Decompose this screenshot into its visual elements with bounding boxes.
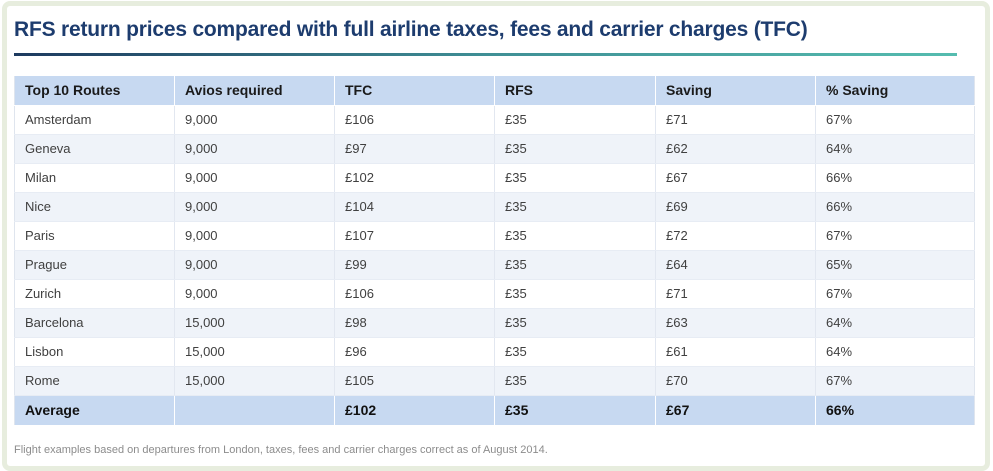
header-row: Top 10 Routes Avios required TFC RFS Sav… xyxy=(14,76,975,106)
table-row-average: Average £102 £35 £67 66% xyxy=(14,395,975,425)
cell-average-pct-saving: 66% xyxy=(815,395,975,425)
cell-avios: 9,000 xyxy=(174,221,335,251)
cell-avios: 9,000 xyxy=(174,279,335,309)
cell-route: Paris xyxy=(14,221,175,251)
table-row-nice: Nice 9,000 £104 £35 £69 66% xyxy=(14,192,975,222)
cell-saving: £62 xyxy=(655,134,816,164)
cell-rfs: £35 xyxy=(494,366,656,396)
cell-tfc: £107 xyxy=(334,221,495,251)
table-body: Amsterdam 9,000 £106 £35 £71 67% Geneva … xyxy=(14,105,975,425)
price-comparison-table: Top 10 Routes Avios required TFC RFS Sav… xyxy=(14,76,975,425)
cell-tfc: £105 xyxy=(334,366,495,396)
cell-pct-saving: 67% xyxy=(815,279,975,309)
cell-tfc: £96 xyxy=(334,337,495,367)
cell-tfc: £98 xyxy=(334,308,495,338)
cell-saving: £70 xyxy=(655,366,816,396)
cell-saving: £61 xyxy=(655,337,816,367)
panel-content: RFS return prices compared with full air… xyxy=(7,19,985,425)
cell-avios: 9,000 xyxy=(174,250,335,280)
cell-saving: £64 xyxy=(655,250,816,280)
footnote: Flight examples based on departures from… xyxy=(14,444,548,456)
cell-pct-saving: 64% xyxy=(815,337,975,367)
cell-pct-saving: 64% xyxy=(815,308,975,338)
cell-tfc: £97 xyxy=(334,134,495,164)
table-row-paris: Paris 9,000 £107 £35 £72 67% xyxy=(14,221,975,251)
cell-saving: £71 xyxy=(655,279,816,309)
cell-avios: 9,000 xyxy=(174,163,335,193)
table-row-lisbon: Lisbon 15,000 £96 £35 £61 64% xyxy=(14,337,975,367)
column-header-avios: Avios required xyxy=(174,76,335,106)
cell-tfc: £99 xyxy=(334,250,495,280)
cell-saving: £63 xyxy=(655,308,816,338)
cell-route: Milan xyxy=(14,163,175,193)
table-row-barcelona: Barcelona 15,000 £98 £35 £63 64% xyxy=(14,308,975,338)
cell-average-avios xyxy=(174,395,335,425)
cell-rfs: £35 xyxy=(494,308,656,338)
cell-avios: 15,000 xyxy=(174,308,335,338)
cell-route: Lisbon xyxy=(14,337,175,367)
cell-pct-saving: 67% xyxy=(815,366,975,396)
table-row-rome: Rome 15,000 £105 £35 £70 67% xyxy=(14,366,975,396)
cell-rfs: £35 xyxy=(494,105,656,135)
cell-route: Geneva xyxy=(14,134,175,164)
cell-avios: 9,000 xyxy=(174,134,335,164)
cell-saving: £71 xyxy=(655,105,816,135)
cell-avios: 9,000 xyxy=(174,105,335,135)
title-underline xyxy=(14,53,957,56)
table-row-milan: Milan 9,000 £102 £35 £67 66% xyxy=(14,163,975,193)
column-header-rfs: RFS xyxy=(494,76,656,106)
cell-pct-saving: 67% xyxy=(815,221,975,251)
cell-pct-saving: 66% xyxy=(815,163,975,193)
column-header-tfc: TFC xyxy=(334,76,495,106)
table-row-zurich: Zurich 9,000 £106 £35 £71 67% xyxy=(14,279,975,309)
cell-avios: 9,000 xyxy=(174,192,335,222)
cell-average-rfs: £35 xyxy=(494,395,656,425)
cell-tfc: £106 xyxy=(334,105,495,135)
column-header-saving: Saving xyxy=(655,76,816,106)
cell-tfc: £106 xyxy=(334,279,495,309)
cell-pct-saving: 64% xyxy=(815,134,975,164)
table-row-geneva: Geneva 9,000 £97 £35 £62 64% xyxy=(14,134,975,164)
table-row-amsterdam: Amsterdam 9,000 £106 £35 £71 67% xyxy=(14,105,975,135)
page-title: RFS return prices compared with full air… xyxy=(14,18,808,41)
cell-avios: 15,000 xyxy=(174,337,335,367)
cell-tfc: £104 xyxy=(334,192,495,222)
cell-average-saving: £67 xyxy=(655,395,816,425)
cell-route: Rome xyxy=(14,366,175,396)
cell-route: Prague xyxy=(14,250,175,280)
cell-saving: £67 xyxy=(655,163,816,193)
cell-saving: £72 xyxy=(655,221,816,251)
cell-pct-saving: 65% xyxy=(815,250,975,280)
cell-saving: £69 xyxy=(655,192,816,222)
column-header-routes: Top 10 Routes xyxy=(14,76,175,106)
cell-rfs: £35 xyxy=(494,221,656,251)
table-header: Top 10 Routes Avios required TFC RFS Sav… xyxy=(14,76,975,106)
cell-pct-saving: 67% xyxy=(815,105,975,135)
cell-tfc: £102 xyxy=(334,163,495,193)
cell-pct-saving: 66% xyxy=(815,192,975,222)
cell-rfs: £35 xyxy=(494,337,656,367)
cell-route: Amsterdam xyxy=(14,105,175,135)
cell-route: Nice xyxy=(14,192,175,222)
cell-rfs: £35 xyxy=(494,134,656,164)
cell-rfs: £35 xyxy=(494,279,656,309)
cell-rfs: £35 xyxy=(494,250,656,280)
cell-avios: 15,000 xyxy=(174,366,335,396)
cell-rfs: £35 xyxy=(494,192,656,222)
cell-average-tfc: £102 xyxy=(334,395,495,425)
cell-rfs: £35 xyxy=(494,163,656,193)
column-header-pct-saving: % Saving xyxy=(815,76,975,106)
cell-route: Barcelona xyxy=(14,308,175,338)
table-row-prague: Prague 9,000 £99 £35 £64 65% xyxy=(14,250,975,280)
cell-route: Zurich xyxy=(14,279,175,309)
cell-average-label: Average xyxy=(14,395,175,425)
